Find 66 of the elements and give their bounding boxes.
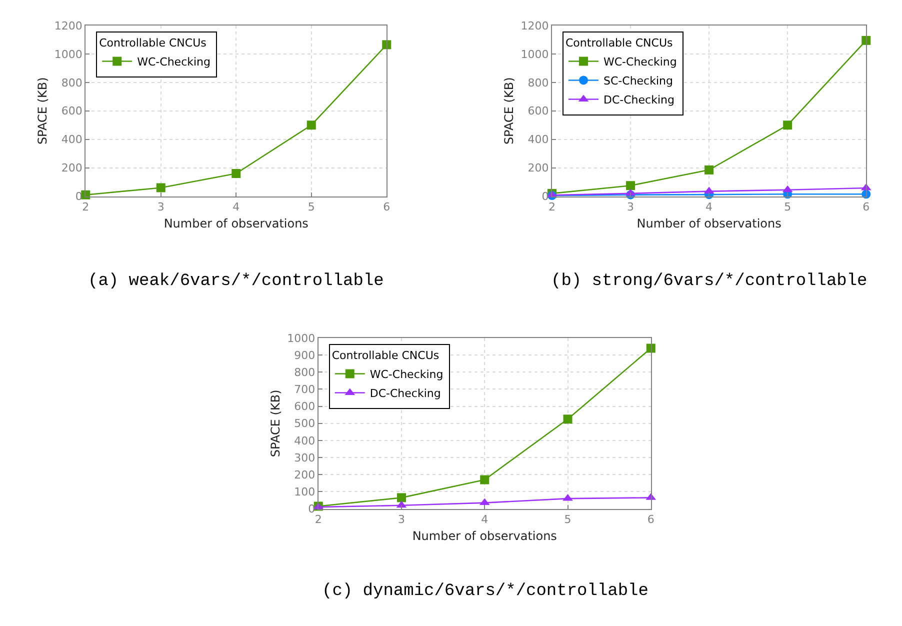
y-tick-label: 500: [294, 417, 316, 430]
x-tick-label: 4: [481, 512, 488, 526]
y-tick-label: 1200: [520, 19, 549, 32]
y-tick-label: 200: [61, 162, 82, 175]
y-tick-label: 800: [294, 366, 316, 380]
point: [156, 183, 166, 192]
x-tick-label: 6: [647, 512, 654, 526]
y-tick-label: 700: [294, 383, 316, 396]
y-tick-label: 400: [294, 434, 316, 448]
y-tick-label: 1000: [520, 48, 549, 61]
y-tick-label: 600: [528, 104, 549, 118]
x-axis-title: Number of observations: [412, 528, 557, 543]
y-tick-label: 100: [294, 486, 316, 499]
y-tick-label: 200: [294, 468, 316, 482]
x-tick-label: 6: [383, 200, 390, 214]
x-tick-label: 2: [314, 512, 322, 526]
y-axis-title: SPACE (KB): [268, 390, 282, 458]
x-tick-label: 5: [784, 200, 792, 214]
x-tick-label: 4: [232, 200, 240, 214]
legend-title: Controllable CNCUs: [566, 36, 674, 50]
y-tick-label: 800: [61, 76, 82, 90]
y-tick-label: 300: [294, 451, 316, 464]
point: [704, 165, 714, 174]
x-tick-label: 6: [862, 200, 870, 214]
y-tick-label: 400: [528, 133, 549, 146]
y-tick-label: 600: [61, 104, 82, 118]
x-axis-title: Number of observations: [164, 216, 308, 230]
legend-title: Controllable CNCUs: [332, 349, 440, 362]
y-axis-title: SPACE (KB): [36, 77, 50, 145]
legend-label: WC-Checking: [370, 368, 444, 382]
y-tick-label: 800: [528, 76, 549, 90]
legend-label: DC-Checking: [370, 387, 441, 400]
x-tick-label: 5: [308, 200, 315, 214]
point: [626, 181, 636, 190]
legend-title: Controllable CNCUs: [99, 36, 207, 50]
point: [232, 169, 241, 178]
text: (a) weak/6vars/*/controllable: [88, 272, 384, 291]
legend-label: SC-Checking: [604, 74, 673, 88]
legend-label: WC-Checking: [137, 56, 210, 69]
point: [563, 414, 572, 424]
point: [783, 120, 792, 130]
y-tick-label: 1000: [287, 332, 316, 345]
y-tick-label: 400: [61, 133, 82, 146]
x-tick-label: 3: [398, 512, 406, 526]
x-tick-label: 3: [157, 200, 164, 214]
x-tick-label: 2: [548, 200, 556, 214]
y-tick-label: 200: [528, 162, 549, 175]
point: [306, 120, 316, 130]
y-tick-label: 1000: [54, 48, 82, 61]
point: [480, 475, 490, 484]
y-tick-label: 600: [294, 400, 316, 414]
y-axis-title: SPACE (KB): [502, 77, 516, 145]
x-axis-title: Number of observations: [636, 216, 782, 230]
legend-label: DC-Checking: [604, 94, 674, 107]
y-tick-label: 1200: [54, 19, 82, 32]
y-tick-label: 0: [542, 190, 549, 204]
x-tick-label: 5: [564, 512, 572, 526]
legend-label: WC-Checking: [604, 56, 677, 69]
text: (b) strong/6vars/*/controllable: [551, 272, 868, 291]
text: (c) dynamic/6vars/*/controllable: [322, 582, 648, 601]
y-tick-label: 0: [308, 502, 316, 516]
point: [397, 493, 406, 502]
x-tick-label: 4: [706, 200, 713, 214]
y-tick-label: 900: [294, 348, 316, 362]
x-tick-label: 3: [627, 200, 634, 214]
x-tick-label: 2: [82, 200, 90, 214]
